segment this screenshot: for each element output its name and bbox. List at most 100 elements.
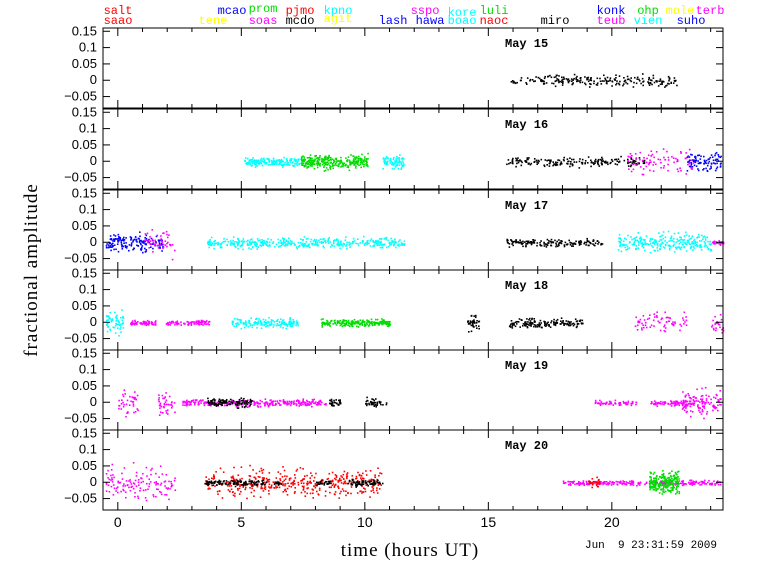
data-point <box>524 325 527 327</box>
data-point <box>559 163 562 166</box>
data-point <box>257 160 260 163</box>
data-point <box>679 238 682 241</box>
data-point <box>333 493 336 495</box>
data-point <box>165 403 168 406</box>
data-point <box>120 326 122 328</box>
data-point <box>166 242 168 245</box>
data-point <box>544 323 546 325</box>
data-point <box>627 401 629 404</box>
data-point <box>348 321 350 324</box>
data-point <box>259 161 261 164</box>
data-point <box>664 243 667 246</box>
data-point <box>313 485 315 487</box>
data-point <box>665 316 668 319</box>
series-miro <box>467 314 481 333</box>
data-point <box>611 85 613 87</box>
data-point <box>541 326 543 329</box>
data-point <box>357 155 360 158</box>
data-point <box>644 243 646 245</box>
data-point <box>521 161 523 164</box>
data-point <box>662 242 664 245</box>
data-point <box>238 493 241 495</box>
data-point <box>235 324 238 326</box>
data-point <box>306 162 308 165</box>
data-point <box>244 488 246 491</box>
data-point <box>695 165 698 167</box>
data-point <box>363 487 365 489</box>
data-point <box>328 242 330 244</box>
data-point <box>694 244 697 247</box>
data-point <box>659 158 662 161</box>
data-point <box>203 322 206 325</box>
data-point <box>720 404 722 406</box>
data-point <box>587 80 590 83</box>
data-point <box>313 163 315 166</box>
data-point <box>332 323 334 325</box>
data-point <box>257 246 260 248</box>
data-point <box>543 164 545 167</box>
data-point <box>530 243 533 246</box>
data-point <box>567 160 569 163</box>
data-point <box>645 165 648 168</box>
data-point <box>193 322 196 324</box>
data-point <box>402 162 405 164</box>
data-point <box>333 245 335 247</box>
data-point <box>672 321 674 323</box>
data-point <box>229 240 232 242</box>
data-point <box>618 233 621 236</box>
data-point <box>313 480 315 482</box>
data-point <box>257 322 260 325</box>
data-point <box>348 169 351 172</box>
data-point <box>237 474 240 476</box>
data-point <box>325 241 327 244</box>
data-point <box>239 321 242 324</box>
data-point <box>673 241 675 243</box>
data-point <box>168 234 170 236</box>
data-point <box>345 322 348 324</box>
data-point <box>473 320 475 323</box>
data-point <box>363 163 365 166</box>
data-point <box>117 241 119 243</box>
data-point <box>282 327 284 329</box>
data-point <box>393 156 395 159</box>
data-point <box>581 161 584 164</box>
data-point <box>722 241 725 244</box>
data-point <box>529 163 532 166</box>
data-point <box>328 237 330 239</box>
data-point <box>376 243 378 246</box>
data-point <box>265 161 268 164</box>
y-tick-label: 0.05 <box>72 218 97 233</box>
data-point <box>133 322 136 325</box>
data-point <box>165 399 168 402</box>
data-point <box>357 326 360 328</box>
data-point <box>325 403 327 406</box>
data-point <box>161 250 163 252</box>
data-point <box>250 248 252 250</box>
data-point <box>156 488 158 490</box>
data-point <box>587 240 590 243</box>
data-point <box>644 324 647 327</box>
data-point <box>255 322 257 324</box>
data-point <box>135 398 138 401</box>
data-point <box>307 159 310 162</box>
series-mcdo <box>207 397 253 409</box>
data-point <box>651 153 654 156</box>
data-point <box>319 162 321 165</box>
data-point <box>650 402 652 405</box>
data-point <box>137 321 139 323</box>
data-point <box>184 404 186 407</box>
data-point <box>142 240 145 242</box>
data-point <box>118 482 121 484</box>
data-point <box>263 160 266 162</box>
data-point <box>121 472 123 475</box>
data-point <box>302 468 304 470</box>
data-point <box>648 243 650 246</box>
data-point <box>292 484 294 486</box>
data-point <box>383 238 386 240</box>
data-point <box>201 321 204 324</box>
data-point <box>345 490 347 492</box>
data-point <box>290 159 293 162</box>
data-point <box>291 324 294 327</box>
data-point <box>641 159 644 162</box>
data-point <box>643 249 646 252</box>
